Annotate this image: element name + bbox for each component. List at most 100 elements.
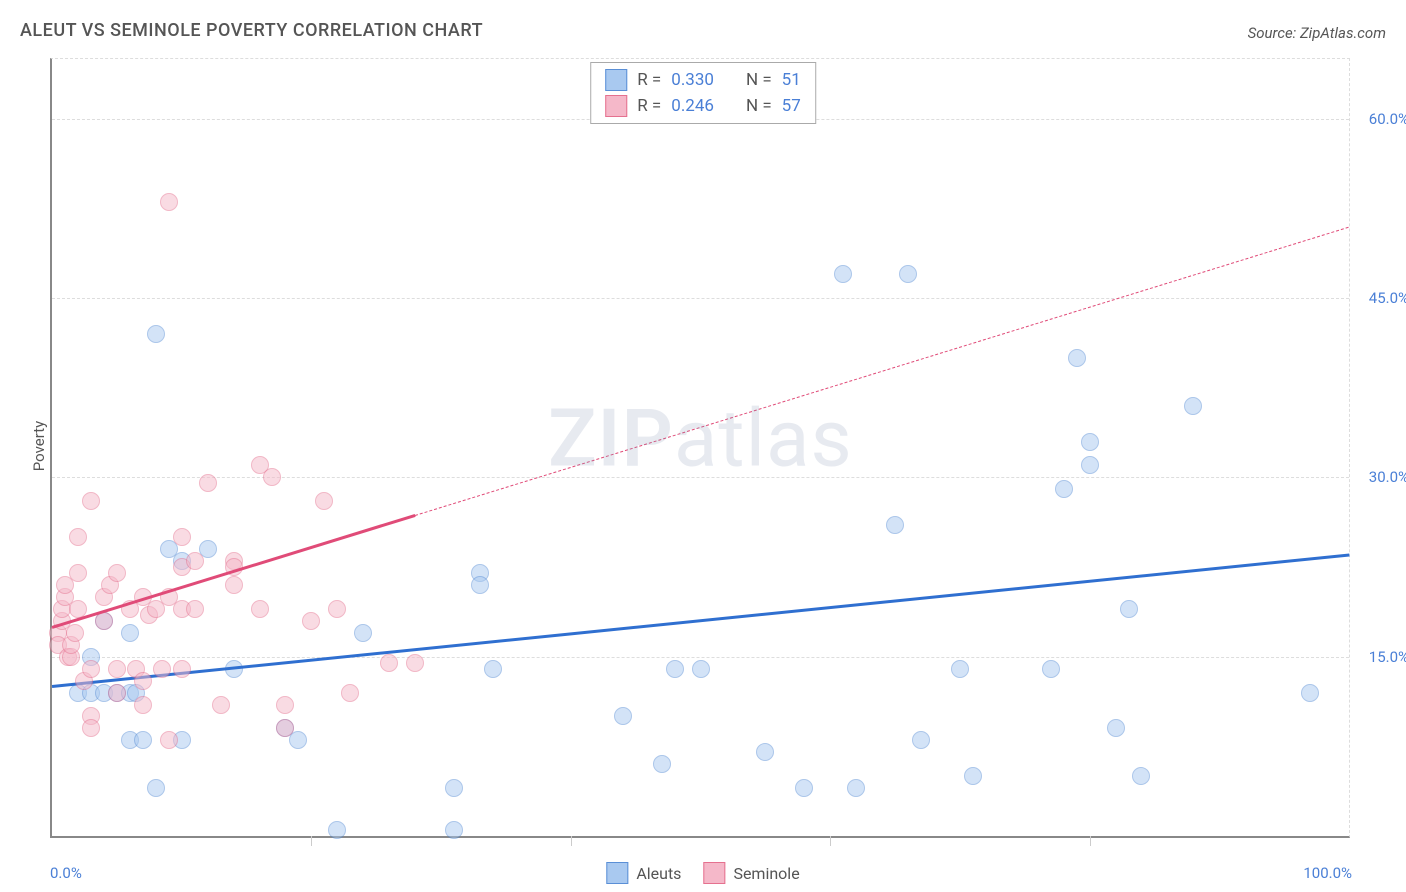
data-point: [147, 325, 165, 343]
data-point: [964, 767, 982, 785]
data-point: [1055, 480, 1073, 498]
data-point: [95, 612, 113, 630]
data-point: [82, 492, 100, 510]
data-point: [82, 719, 100, 737]
legend-item: Aleuts: [606, 862, 681, 884]
data-point: [1042, 660, 1060, 678]
y-tick-label: 45.0%: [1369, 289, 1406, 307]
data-point: [225, 576, 243, 594]
data-point: [289, 731, 307, 749]
data-point: [899, 265, 917, 283]
data-point: [1068, 349, 1086, 367]
legend-n-label: N =: [746, 70, 772, 90]
legend-swatch: [605, 95, 627, 117]
data-point: [147, 779, 165, 797]
data-point: [692, 660, 710, 678]
data-point: [173, 660, 191, 678]
x-tick: [311, 836, 312, 846]
data-point: [614, 707, 632, 725]
data-point: [795, 779, 813, 797]
y-tick-label: 30.0%: [1369, 468, 1406, 486]
data-point: [134, 696, 152, 714]
data-point: [666, 660, 684, 678]
data-point: [354, 624, 372, 642]
data-point: [108, 564, 126, 582]
y-tick-label: 60.0%: [1369, 110, 1406, 128]
data-point: [834, 265, 852, 283]
x-axis-min-label: 0.0%: [50, 864, 82, 882]
watermark: ZIPatlas: [548, 391, 853, 485]
data-point: [69, 564, 87, 582]
data-point: [756, 743, 774, 761]
chart-title: ALEUT VS SEMINOLE POVERTY CORRELATION CH…: [20, 20, 483, 41]
legend-n-label: N =: [746, 96, 772, 116]
data-point: [108, 660, 126, 678]
x-tick: [830, 836, 831, 846]
legend-label: Seminole: [733, 864, 799, 883]
data-point: [134, 731, 152, 749]
data-point: [1081, 456, 1099, 474]
data-point: [121, 624, 139, 642]
x-tick: [1090, 836, 1091, 846]
gridline-h: [52, 298, 1349, 299]
legend-swatch: [606, 862, 628, 884]
correlation-legend: R = 0.330 N = 51 R = 0.246 N = 57: [590, 62, 816, 124]
data-point: [1132, 767, 1150, 785]
data-point: [315, 492, 333, 510]
data-point: [276, 696, 294, 714]
data-point: [328, 821, 346, 839]
data-point: [160, 193, 178, 211]
legend-n-value: 51: [782, 70, 801, 90]
data-point: [82, 660, 100, 678]
data-point: [847, 779, 865, 797]
data-point: [1120, 600, 1138, 618]
data-point: [653, 755, 671, 773]
data-point: [445, 779, 463, 797]
data-point: [173, 528, 191, 546]
legend-row: R = 0.246 N = 57: [605, 93, 801, 119]
data-point: [328, 600, 346, 618]
legend-swatch: [605, 69, 627, 91]
data-point: [108, 684, 126, 702]
data-point: [471, 576, 489, 594]
data-point: [153, 660, 171, 678]
data-point: [341, 684, 359, 702]
data-point: [886, 516, 904, 534]
legend-r-value: 0.330: [671, 70, 714, 90]
legend-r-value: 0.246: [671, 96, 714, 116]
gridline-h: [52, 657, 1349, 658]
data-point: [199, 474, 217, 492]
legend-n-value: 57: [782, 96, 801, 116]
data-point: [406, 654, 424, 672]
data-point: [186, 600, 204, 618]
data-point: [160, 731, 178, 749]
data-point: [912, 731, 930, 749]
data-point: [1184, 397, 1202, 415]
data-point: [251, 600, 269, 618]
data-point: [69, 528, 87, 546]
data-point: [445, 821, 463, 839]
data-point: [484, 660, 502, 678]
data-point: [263, 468, 281, 486]
data-point: [186, 552, 204, 570]
data-point: [380, 654, 398, 672]
data-point: [1107, 719, 1125, 737]
legend-r-label: R =: [637, 96, 661, 116]
data-point: [212, 696, 230, 714]
source-attribution: Source: ZipAtlas.com: [1248, 24, 1386, 42]
series-legend: Aleuts Seminole: [606, 862, 799, 884]
data-point: [1301, 684, 1319, 702]
data-point: [66, 624, 84, 642]
legend-r-label: R =: [637, 70, 661, 90]
legend-item: Seminole: [703, 862, 799, 884]
data-point: [951, 660, 969, 678]
data-point: [302, 612, 320, 630]
legend-swatch: [703, 862, 725, 884]
regression-line: [52, 513, 416, 628]
x-axis-max-label: 100.0%: [1303, 864, 1352, 882]
x-tick: [571, 836, 572, 846]
data-point: [134, 672, 152, 690]
legend-label: Aleuts: [636, 864, 681, 883]
data-point: [1081, 433, 1099, 451]
y-axis-label: Poverty: [30, 421, 48, 471]
